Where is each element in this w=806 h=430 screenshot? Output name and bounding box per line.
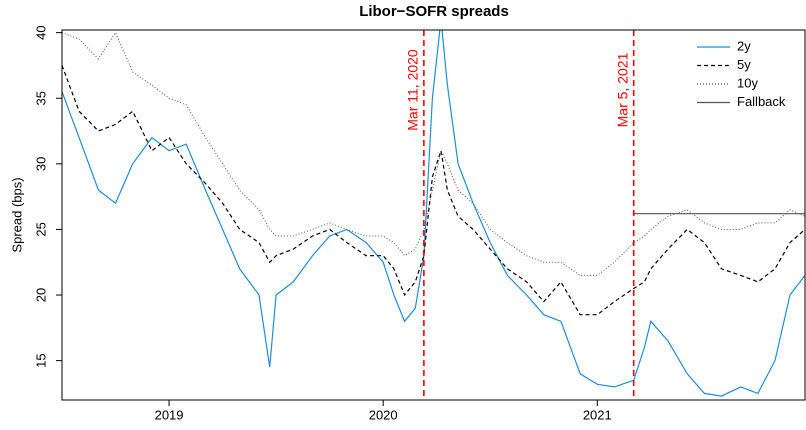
y-tick-label: 15 [33, 353, 48, 367]
legend-label: 5y [737, 57, 751, 72]
y-axis-label: Spread (bps) [9, 177, 24, 252]
y-tick-label: 30 [33, 157, 48, 171]
series-line [62, 31, 805, 276]
y-tick-label: 25 [33, 222, 48, 236]
plot-frame [61, 29, 806, 401]
y-tick-label: 35 [33, 91, 48, 105]
annotation-label: Mar 5, 2021 [614, 52, 630, 127]
x-tick-label: 2019 [155, 407, 184, 422]
y-tick-label: 20 [33, 288, 48, 302]
chart-title: Libor−SOFR spreads [359, 3, 509, 20]
series-line [62, 30, 805, 397]
x-tick-label: 2021 [583, 407, 612, 422]
annotation-label: Mar 11, 2020 [405, 49, 421, 131]
legend-label: Fallback [737, 94, 786, 109]
x-tick-label: 2020 [369, 407, 398, 422]
legend-label: 10y [737, 75, 758, 90]
legend-label: 2y [737, 38, 751, 53]
y-tick-label: 40 [33, 25, 48, 39]
series-line [62, 65, 805, 316]
plot-area [62, 30, 805, 397]
